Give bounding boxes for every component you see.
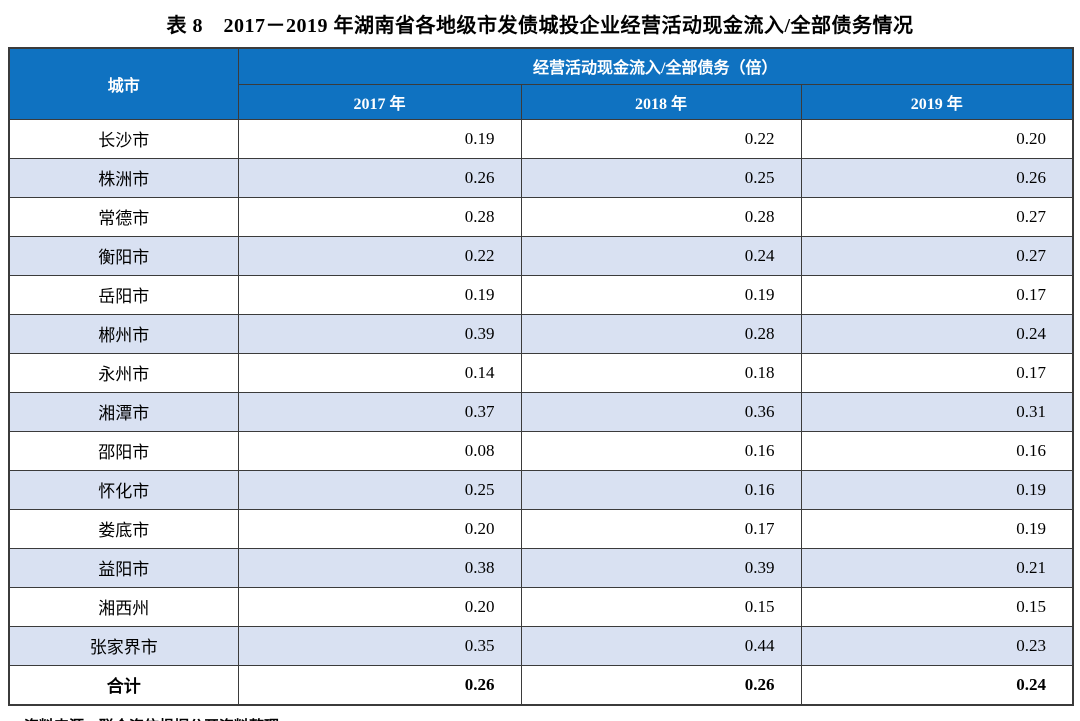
value-2017: 0.19 [237, 118, 522, 159]
value-2017: 0.39 [237, 313, 522, 354]
value-2017: 0.20 [237, 586, 522, 627]
total-value-2018: 0.26 [520, 664, 802, 705]
value-2018: 0.28 [520, 313, 802, 354]
table-row: 湘潭市 0.37 0.36 0.31 [8, 391, 1074, 432]
city-cell: 张家界市 [8, 625, 239, 666]
city-cell: 益阳市 [8, 547, 239, 588]
table-row: 益阳市 0.38 0.39 0.21 [8, 547, 1074, 588]
value-2017: 0.14 [237, 352, 522, 393]
value-2019: 0.19 [800, 508, 1074, 549]
value-2019: 0.17 [800, 274, 1074, 315]
value-2019: 0.15 [800, 586, 1074, 627]
table-row: 张家界市 0.35 0.44 0.23 [8, 625, 1074, 666]
value-2019: 0.17 [800, 352, 1074, 393]
city-cell: 常德市 [8, 196, 239, 237]
value-2019: 0.26 [800, 157, 1074, 198]
value-2018: 0.22 [520, 118, 802, 159]
value-2018: 0.39 [520, 547, 802, 588]
table-row: 怀化市 0.25 0.16 0.19 [8, 469, 1074, 510]
table-row: 永州市 0.14 0.18 0.17 [8, 352, 1074, 393]
value-2018: 0.36 [520, 391, 802, 432]
value-2017: 0.38 [237, 547, 522, 588]
table-row: 岳阳市 0.19 0.19 0.17 [8, 274, 1074, 315]
total-value-2017: 0.26 [237, 664, 522, 705]
column-header-2019: 2019 年 [800, 83, 1074, 120]
value-2017: 0.26 [237, 157, 522, 198]
city-cell: 娄底市 [8, 508, 239, 549]
city-cell: 怀化市 [8, 469, 239, 510]
table-row: 娄底市 0.20 0.17 0.19 [8, 508, 1074, 549]
city-cell: 郴州市 [8, 313, 239, 354]
table-row: 郴州市 0.39 0.28 0.24 [8, 313, 1074, 354]
value-2018: 0.17 [520, 508, 802, 549]
value-2018: 0.15 [520, 586, 802, 627]
total-label-cell: 合计 [8, 664, 239, 705]
city-cell: 岳阳市 [8, 274, 239, 315]
table-row: 衡阳市 0.22 0.24 0.27 [8, 235, 1074, 276]
city-cell: 邵阳市 [8, 430, 239, 471]
value-2019: 0.24 [800, 313, 1074, 354]
value-2018: 0.16 [520, 469, 802, 510]
total-value-2019: 0.24 [800, 664, 1074, 705]
value-2017: 0.08 [237, 430, 522, 471]
value-2019: 0.19 [800, 469, 1074, 510]
value-2018: 0.44 [520, 625, 802, 666]
city-cell: 湘潭市 [8, 391, 239, 432]
column-header-city: 城市 [8, 47, 239, 120]
table-row: 长沙市 0.19 0.22 0.20 [8, 118, 1074, 159]
data-table: 城市 经营活动现金流入/全部债务（倍） 2017 年 2018 年 2019 年… [8, 47, 1075, 706]
table-row: 邵阳市 0.08 0.16 0.16 [8, 430, 1074, 471]
value-2018: 0.24 [520, 235, 802, 276]
table-row: 常德市 0.28 0.28 0.27 [8, 196, 1074, 237]
value-2018: 0.19 [520, 274, 802, 315]
city-cell: 湘西州 [8, 586, 239, 627]
table-row: 株洲市 0.26 0.25 0.26 [8, 157, 1074, 198]
value-2019: 0.31 [800, 391, 1074, 432]
column-group-header: 经营活动现金流入/全部债务（倍） [237, 47, 1074, 85]
table-header: 城市 经营活动现金流入/全部债务（倍） 2017 年 2018 年 2019 年 [8, 47, 1074, 120]
value-2017: 0.28 [237, 196, 522, 237]
column-header-2017: 2017 年 [237, 83, 522, 120]
value-2019: 0.23 [800, 625, 1074, 666]
city-cell: 永州市 [8, 352, 239, 393]
table-title: 表 8 2017－2019 年湖南省各地级市发债城投企业经营活动现金流入/全部债… [166, 15, 914, 37]
value-2017: 0.22 [237, 235, 522, 276]
source-note: 资料来源：联合资信根据公开资料整理 [24, 715, 1080, 721]
value-2019: 0.27 [800, 196, 1074, 237]
city-cell: 衡阳市 [8, 235, 239, 276]
value-2018: 0.28 [520, 196, 802, 237]
value-2018: 0.18 [520, 352, 802, 393]
value-2017: 0.25 [237, 469, 522, 510]
value-2019: 0.21 [800, 547, 1074, 588]
value-2019: 0.16 [800, 430, 1074, 471]
table-row-total: 合计 0.26 0.26 0.24 [8, 664, 1074, 705]
value-2017: 0.19 [237, 274, 522, 315]
table-body: 长沙市 0.19 0.22 0.20 株洲市 0.26 0.25 0.26 常德… [8, 118, 1074, 705]
city-cell: 长沙市 [8, 118, 239, 159]
table-row: 湘西州 0.20 0.15 0.15 [8, 586, 1074, 627]
value-2017: 0.20 [237, 508, 522, 549]
column-header-2018: 2018 年 [520, 83, 802, 120]
value-2017: 0.37 [237, 391, 522, 432]
value-2018: 0.25 [520, 157, 802, 198]
city-cell: 株洲市 [8, 157, 239, 198]
value-2019: 0.27 [800, 235, 1074, 276]
header-row-years: 2017 年 2018 年 2019 年 [9, 83, 1074, 120]
value-2018: 0.16 [520, 430, 802, 471]
value-2019: 0.20 [800, 118, 1074, 159]
value-2017: 0.35 [237, 625, 522, 666]
header-row-group: 城市 经营活动现金流入/全部债务（倍） [8, 47, 1074, 120]
